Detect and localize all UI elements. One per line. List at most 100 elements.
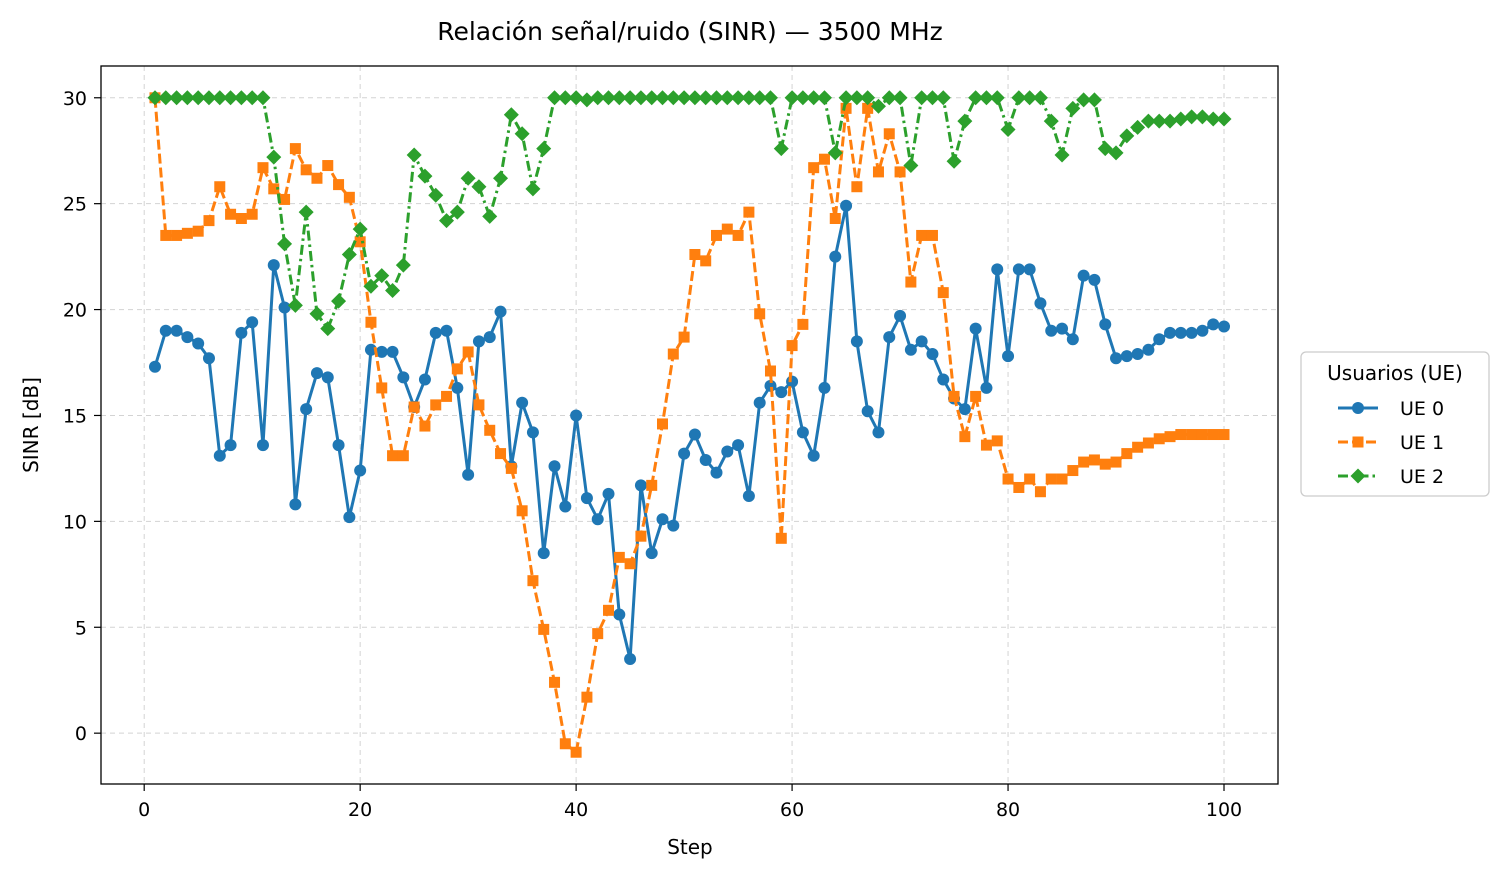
data-point [883,331,896,344]
data-point [429,326,442,339]
data-point [676,90,692,106]
data-point [775,532,787,544]
data-point [1076,92,1092,108]
data-point [678,447,691,460]
series-line [154,96,1225,331]
data-point [754,308,766,320]
data-point [948,390,960,402]
data-point [298,204,314,220]
data-point [581,691,593,703]
data-point [460,170,476,186]
data-point [657,418,669,430]
data-point [1108,145,1124,161]
data-point [601,90,617,106]
data-point [419,420,431,432]
data-point [503,107,519,123]
data-point [849,90,865,106]
legend-box [1300,351,1490,497]
data-point [1132,441,1144,453]
data-point [764,379,777,392]
data-point [797,318,809,330]
chart-title: Relación señal/ruido (SINR) — 3500 MHz [437,17,943,46]
data-point [310,367,323,380]
data-point [268,183,280,195]
data-point [430,399,442,411]
data-point [590,90,606,106]
data-point [1045,324,1058,337]
data-point [764,365,776,377]
data-point [840,102,852,114]
data-point [386,345,399,358]
data-point [352,221,368,237]
data-point [1207,318,1220,331]
data-point [1186,429,1198,441]
data-point [277,236,293,252]
data-point [721,445,734,458]
data-point [719,90,735,106]
legend-title: Usuarios (UE) [1327,361,1463,385]
data-point [1164,431,1176,443]
data-point [224,439,237,452]
data-point [483,331,496,344]
data-point [946,153,962,169]
data-point [1000,122,1016,138]
data-point [570,746,582,758]
data-point [644,90,660,106]
data-point [958,403,971,416]
data-point [1121,448,1133,460]
data-point [387,450,399,462]
data-point [322,160,334,172]
data-point [970,390,982,402]
data-point [894,166,906,178]
data-point [169,90,185,106]
data-point [397,450,409,462]
data-point [1184,109,1200,125]
data-point [1067,465,1079,477]
data-point [181,227,193,239]
data-point [698,90,714,106]
y-tick-label: 15 [63,405,87,427]
data-point [881,90,897,106]
data-point [1099,458,1111,470]
data-point [773,141,789,157]
data-point [851,181,863,193]
data-point [441,390,453,402]
data-point [829,212,841,224]
data-point [1066,333,1079,346]
data-point [634,479,647,492]
data-point [968,90,984,106]
data-point [1142,343,1155,356]
data-point [147,90,163,106]
data-point [1065,100,1081,116]
data-point [1218,320,1231,333]
data-point [980,381,993,394]
data-point [752,90,768,106]
data-point [808,162,820,174]
data-point [505,462,517,474]
data-point [914,90,930,106]
data-point [721,223,733,235]
data-point [1174,326,1187,339]
data-point [1022,90,1038,106]
data-point [192,225,204,237]
data-point [192,337,205,350]
data-point [1173,111,1189,127]
data-point [160,229,172,241]
data-point [1185,326,1198,339]
data-point [538,623,550,635]
data-point [613,551,625,563]
y-tick-label: 10 [63,511,87,533]
data-point [1054,147,1070,163]
data-point [1142,437,1154,449]
data-point [462,468,475,481]
data-point [1140,113,1156,129]
data-point [332,439,345,452]
data-point [1153,433,1165,445]
data-point [158,90,174,106]
data-point [449,204,465,220]
data-point [816,90,832,106]
data-point [678,331,690,343]
data-point [935,90,951,106]
data-point [613,608,626,621]
data-point [1175,429,1187,441]
